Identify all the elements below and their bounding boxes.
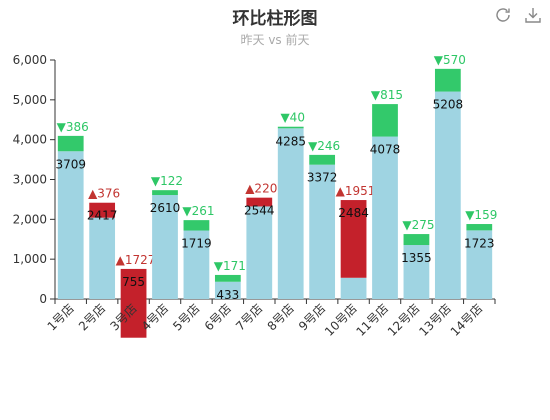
bar-value-label: 2417 (87, 209, 118, 223)
change-label: ▼159 (465, 208, 497, 222)
change-label: ▼386 (57, 120, 89, 134)
bar-base (214, 281, 241, 299)
change-label: ▼122 (151, 174, 183, 188)
refresh-icon[interactable] (494, 6, 512, 24)
bar-decrease (466, 224, 493, 231)
bar-value-label: 2610 (150, 201, 181, 215)
download-icon[interactable] (524, 6, 542, 24)
bar-increase (340, 200, 367, 278)
bar-value-label: 755 (122, 275, 145, 289)
change-label: ▼570 (434, 53, 466, 67)
bar-decrease (403, 234, 430, 246)
change-label: ▲220 (245, 182, 277, 196)
bar-base (152, 195, 178, 299)
y-tick-label: 4,000 (13, 133, 47, 147)
bar-value-label: 2544 (244, 204, 275, 218)
x-tick-label: 14号店 (448, 301, 486, 339)
chart-toolbox (494, 6, 542, 24)
bar-value-label: 5208 (433, 98, 464, 112)
bar-base (434, 91, 461, 299)
bar-decrease (434, 68, 461, 92)
x-tick-label: 5号店 (170, 301, 202, 333)
bar-decrease (309, 154, 336, 165)
bar-base (340, 277, 367, 299)
change-label: ▼275 (402, 218, 434, 232)
bar-base (183, 230, 210, 299)
bar-decrease (277, 126, 304, 129)
bar-decrease (152, 190, 178, 196)
bar-base (277, 128, 304, 299)
x-tick-label: 8号店 (265, 301, 297, 333)
bar-base (246, 206, 273, 299)
x-tick-label: 6号店 (202, 301, 234, 333)
bar-decrease (214, 274, 241, 282)
bar-base (57, 151, 84, 299)
x-tick-label: 7号店 (233, 301, 265, 333)
y-tick-label: 3,000 (13, 173, 47, 187)
bar-value-label: 1723 (464, 236, 495, 250)
bar-base (89, 217, 116, 299)
bar-value-label: 1719 (181, 237, 212, 251)
x-tick-label: 10号店 (322, 301, 360, 339)
bar-value-label: 4285 (275, 134, 306, 148)
bar-value-label: 2484 (338, 206, 369, 220)
bar-increase (246, 197, 273, 207)
bar-base (309, 164, 336, 299)
change-label: ▼40 (280, 111, 305, 125)
change-label: ▼171 (214, 259, 246, 273)
y-tick-label: 5,000 (13, 93, 47, 107)
y-tick-label: 1,000 (13, 252, 47, 266)
change-label: ▲376 (88, 187, 120, 201)
chart-subtitle: 昨天 vs 前天 (240, 33, 310, 47)
x-tick-label: 13号店 (416, 301, 454, 339)
bar-value-label: 3372 (307, 171, 338, 185)
change-label: ▲1951 (336, 184, 376, 198)
change-label: ▼246 (308, 139, 340, 153)
change-label: ▼815 (371, 88, 403, 102)
y-tick-label: 2,000 (13, 212, 47, 226)
bar-decrease (372, 104, 398, 137)
x-tick-label: 11号店 (353, 301, 391, 339)
y-tick-label: 6,000 (13, 53, 47, 67)
bar-value-label: 1355 (401, 251, 432, 265)
chart-title: 环比柱形图 (232, 9, 318, 29)
x-tick-label: 1号店 (45, 301, 77, 333)
bar-base (403, 245, 430, 299)
bar-base (372, 136, 398, 299)
x-tick-label: 12号店 (385, 301, 423, 339)
x-tick-label: 2号店 (76, 301, 108, 333)
bar-increase (89, 202, 116, 218)
y-tick-label: 0 (39, 292, 47, 306)
bar-decrease (57, 135, 84, 152)
bar-increase (120, 268, 147, 338)
change-label: ▼261 (182, 204, 214, 218)
bar-value-label: 433 (216, 288, 239, 302)
change-label: ▲1727 (116, 253, 156, 267)
bar-decrease (183, 220, 210, 231)
bar-value-label: 3709 (55, 157, 86, 171)
bar-value-label: 4078 (370, 143, 401, 157)
bar-base (466, 230, 493, 299)
